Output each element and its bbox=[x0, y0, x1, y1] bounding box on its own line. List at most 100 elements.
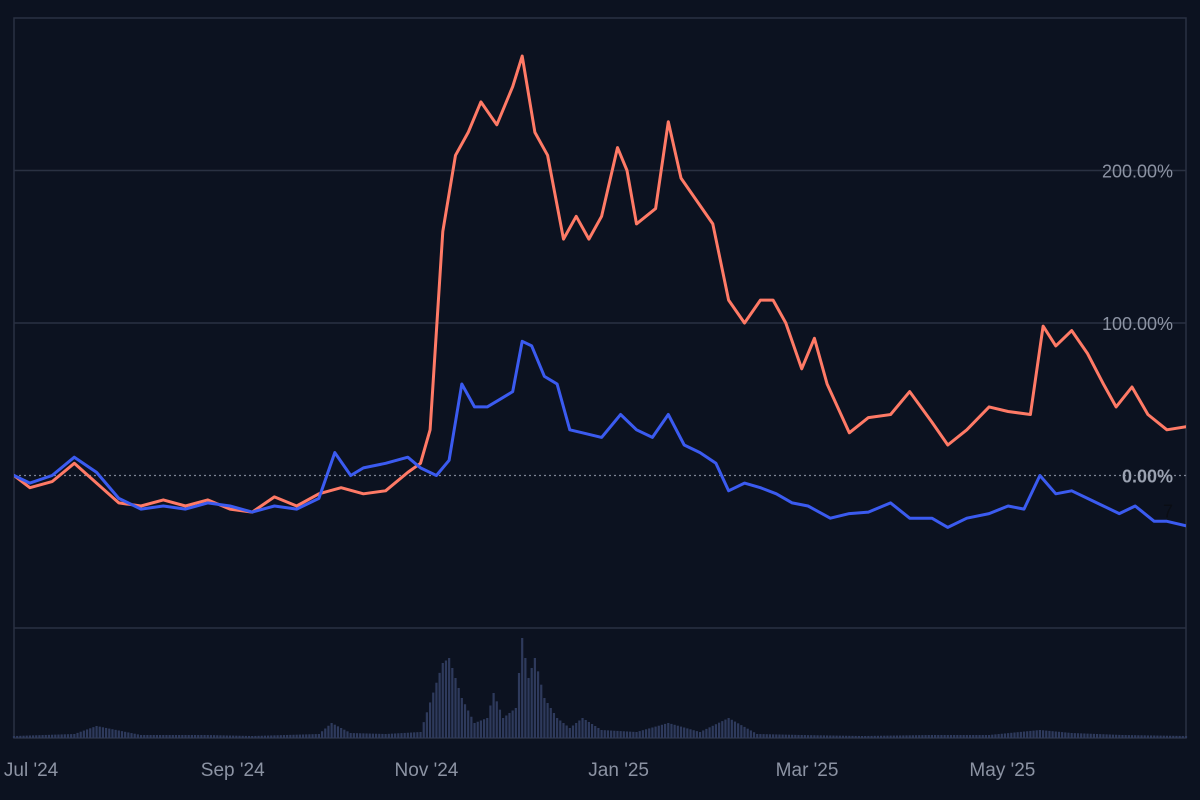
volume-bar bbox=[254, 735, 257, 738]
volume-bar bbox=[848, 735, 851, 738]
volume-bar bbox=[794, 734, 797, 738]
volume-bar bbox=[279, 735, 282, 738]
volume-bar bbox=[1045, 730, 1048, 738]
volume-bar bbox=[1048, 730, 1051, 738]
volume-bar bbox=[597, 728, 600, 738]
volume-bar bbox=[533, 658, 536, 738]
volume-bar bbox=[178, 735, 181, 738]
x-axis-ticks: Jul '24 Sep '24 Nov '24 Jan '25 Mar '25 May '… bbox=[4, 760, 1035, 781]
volume-bar bbox=[978, 735, 981, 738]
volume-bar bbox=[705, 728, 708, 738]
volume-bar bbox=[651, 727, 654, 738]
volume-bar bbox=[444, 660, 448, 738]
volume-bar bbox=[689, 729, 692, 738]
volume-bar bbox=[692, 730, 695, 738]
volume-bar bbox=[797, 734, 800, 738]
volume-bar bbox=[308, 734, 311, 738]
volume-bar bbox=[590, 724, 594, 738]
volume-bar bbox=[346, 731, 349, 738]
volume-bar bbox=[76, 732, 79, 738]
volume-bar bbox=[743, 726, 746, 738]
volume-bar bbox=[737, 723, 740, 738]
volume-bar bbox=[479, 720, 482, 738]
volume-bar bbox=[997, 734, 1000, 738]
volume-bar bbox=[448, 658, 451, 738]
volume-bar bbox=[197, 735, 200, 738]
volume-bar bbox=[733, 721, 737, 738]
volume-bar bbox=[16, 735, 19, 738]
volume-bar bbox=[463, 704, 467, 738]
volume-bar bbox=[562, 723, 565, 738]
series-line-1[interactable] bbox=[14, 339, 1186, 529]
volume-bar bbox=[575, 723, 578, 738]
volume-bar bbox=[813, 735, 816, 738]
volume-bar bbox=[324, 728, 327, 738]
volume-bar bbox=[51, 734, 54, 738]
volume-bar bbox=[263, 735, 267, 738]
volume-bar bbox=[730, 719, 733, 738]
volume-bar bbox=[219, 735, 222, 738]
volume-bar bbox=[352, 733, 355, 738]
volume-bar bbox=[1067, 732, 1070, 738]
volume-bar bbox=[778, 734, 781, 738]
volume-bar bbox=[238, 735, 241, 738]
volume-bar bbox=[244, 735, 247, 738]
volume-bar bbox=[73, 734, 76, 738]
volume-bar bbox=[864, 735, 867, 738]
volume-bar bbox=[994, 734, 997, 738]
volume-bar bbox=[962, 735, 965, 738]
volume-bar bbox=[1178, 735, 1181, 738]
volume-bar bbox=[587, 722, 590, 738]
volume-bar bbox=[772, 734, 775, 738]
volume-bar bbox=[686, 728, 689, 738]
volume-bar bbox=[206, 735, 209, 738]
volume-bar bbox=[403, 732, 406, 738]
volume-bar bbox=[641, 730, 644, 738]
volume-bar bbox=[517, 673, 521, 738]
volume-bar bbox=[857, 735, 860, 738]
volume-bar bbox=[556, 718, 559, 738]
volume-bar bbox=[946, 735, 949, 738]
volume-bar bbox=[810, 735, 813, 738]
volume-bar bbox=[1083, 733, 1086, 738]
volume-bar bbox=[159, 735, 162, 738]
volume-bar bbox=[803, 735, 806, 738]
volume-bar bbox=[1156, 735, 1159, 738]
volume-bar bbox=[911, 735, 914, 738]
volume-bar bbox=[492, 693, 495, 738]
volume-bar bbox=[832, 735, 835, 738]
volume-bar bbox=[136, 734, 139, 738]
volume-bar bbox=[63, 734, 66, 738]
series-line-0[interactable] bbox=[14, 54, 1186, 514]
volume-bar bbox=[200, 735, 203, 738]
volume-bar bbox=[301, 734, 305, 738]
volume-bar bbox=[578, 720, 581, 738]
volume-bar bbox=[1054, 731, 1057, 738]
volume-bar bbox=[1137, 735, 1140, 738]
volume-bar bbox=[1064, 732, 1067, 738]
volume-bar bbox=[451, 668, 454, 738]
volume-bar bbox=[355, 733, 359, 738]
volume-bar bbox=[756, 734, 759, 738]
volume-bar bbox=[289, 734, 292, 738]
volume-bar bbox=[82, 730, 85, 738]
volume-bar bbox=[89, 728, 92, 738]
volume-bar bbox=[1111, 734, 1115, 738]
volume-bar bbox=[95, 726, 98, 738]
volume-bar bbox=[225, 735, 228, 738]
volume-bar bbox=[1038, 730, 1041, 738]
volume-bar bbox=[698, 732, 702, 738]
volume-bar bbox=[149, 735, 152, 738]
volume-bar bbox=[1000, 733, 1003, 738]
volume-bar bbox=[984, 735, 988, 738]
volume-bar bbox=[854, 735, 857, 738]
volume-bar bbox=[476, 721, 479, 738]
volume-bar bbox=[1092, 733, 1095, 738]
volume-bar bbox=[1105, 734, 1108, 738]
volume-bar bbox=[454, 678, 457, 738]
volume-bar bbox=[212, 735, 216, 738]
volume-bar bbox=[613, 730, 616, 738]
volume-bar bbox=[66, 734, 70, 738]
volume-bar bbox=[187, 735, 190, 738]
